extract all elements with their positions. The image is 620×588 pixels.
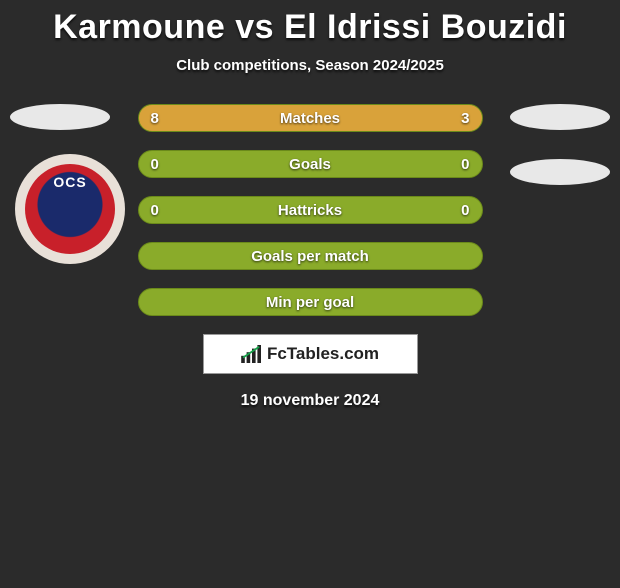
chart-icon xyxy=(241,345,263,363)
stat-bar: Goals per match xyxy=(138,242,483,270)
club-badge-inner: OCS xyxy=(25,164,115,254)
stat-value-left: 0 xyxy=(151,151,159,177)
stat-label: Min per goal xyxy=(139,289,482,315)
stat-label: Goals per match xyxy=(139,243,482,269)
stat-value-right: 3 xyxy=(461,105,469,131)
stat-value-right: 0 xyxy=(461,197,469,223)
stat-value-left: 8 xyxy=(151,105,159,131)
brand-text: FcTables.com xyxy=(267,344,379,364)
stat-bar: Min per goal xyxy=(138,288,483,316)
club-badge: OCS xyxy=(15,154,125,264)
page-title: Karmoune vs El Idrissi Bouzidi xyxy=(0,8,620,47)
stat-label: Goals xyxy=(139,151,482,177)
player-right-placeholder-1 xyxy=(510,104,610,130)
stat-label: Hattricks xyxy=(139,197,482,223)
stat-bars: Matches83Goals00Hattricks00Goals per mat… xyxy=(138,104,483,316)
stat-value-left: 0 xyxy=(151,197,159,223)
club-badge-text: OCS xyxy=(25,174,115,190)
brand-box[interactable]: FcTables.com xyxy=(203,334,418,374)
subtitle: Club competitions, Season 2024/2025 xyxy=(0,57,620,74)
player-left-placeholder xyxy=(10,104,110,130)
comparison-panel: OCS Matches83Goals00Hattricks00Goals per… xyxy=(0,104,620,410)
stat-bar: Matches8 3 xyxy=(138,104,483,132)
stat-value-right: 0 xyxy=(461,151,469,177)
stat-bar: Hattricks0 0 xyxy=(138,196,483,224)
date-text: 19 november 2024 xyxy=(0,392,620,410)
stat-label: Matches xyxy=(139,105,482,131)
stat-bar: Goals0 0 xyxy=(138,150,483,178)
player-right-placeholder-2 xyxy=(510,159,610,185)
